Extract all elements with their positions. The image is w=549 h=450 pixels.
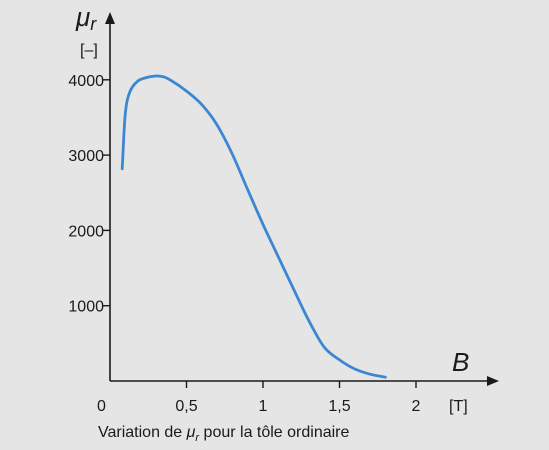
y-tick-label: 4000 [68,73,104,90]
y-axis-symbol: μr [75,2,97,34]
x-tick-label: 1 [259,398,268,415]
y-tick-label: 3000 [68,148,104,165]
origin-label: 0 [97,398,106,415]
caption-mu-subscript: r [195,432,200,445]
chart-caption: Variation de μr pour la tôle ordinaire [98,424,349,444]
x-axis-arrow [487,376,499,386]
x-axis-symbol: B [452,347,469,377]
x-tick-label: 2 [412,398,421,415]
caption-text-before: Variation de [98,424,187,441]
x-tick-label: 1,5 [328,398,350,415]
axes: 0,5 1 1,5 2 1000 2000 3000 4000 [68,12,499,415]
series-line-mu-r [120,74,387,379]
x-axis-unit: [T] [449,398,468,415]
series-layer [120,74,387,379]
y-tick-label: 1000 [68,299,104,316]
caption-mu-symbol: μ [186,424,196,441]
y-axis-unit: [–] [80,42,98,59]
x-tick-label: 0,5 [175,398,197,415]
caption-text-after: pour la tôle ordinaire [199,424,350,441]
y-tick-label: 2000 [68,223,104,240]
y-axis-arrow [105,12,115,24]
